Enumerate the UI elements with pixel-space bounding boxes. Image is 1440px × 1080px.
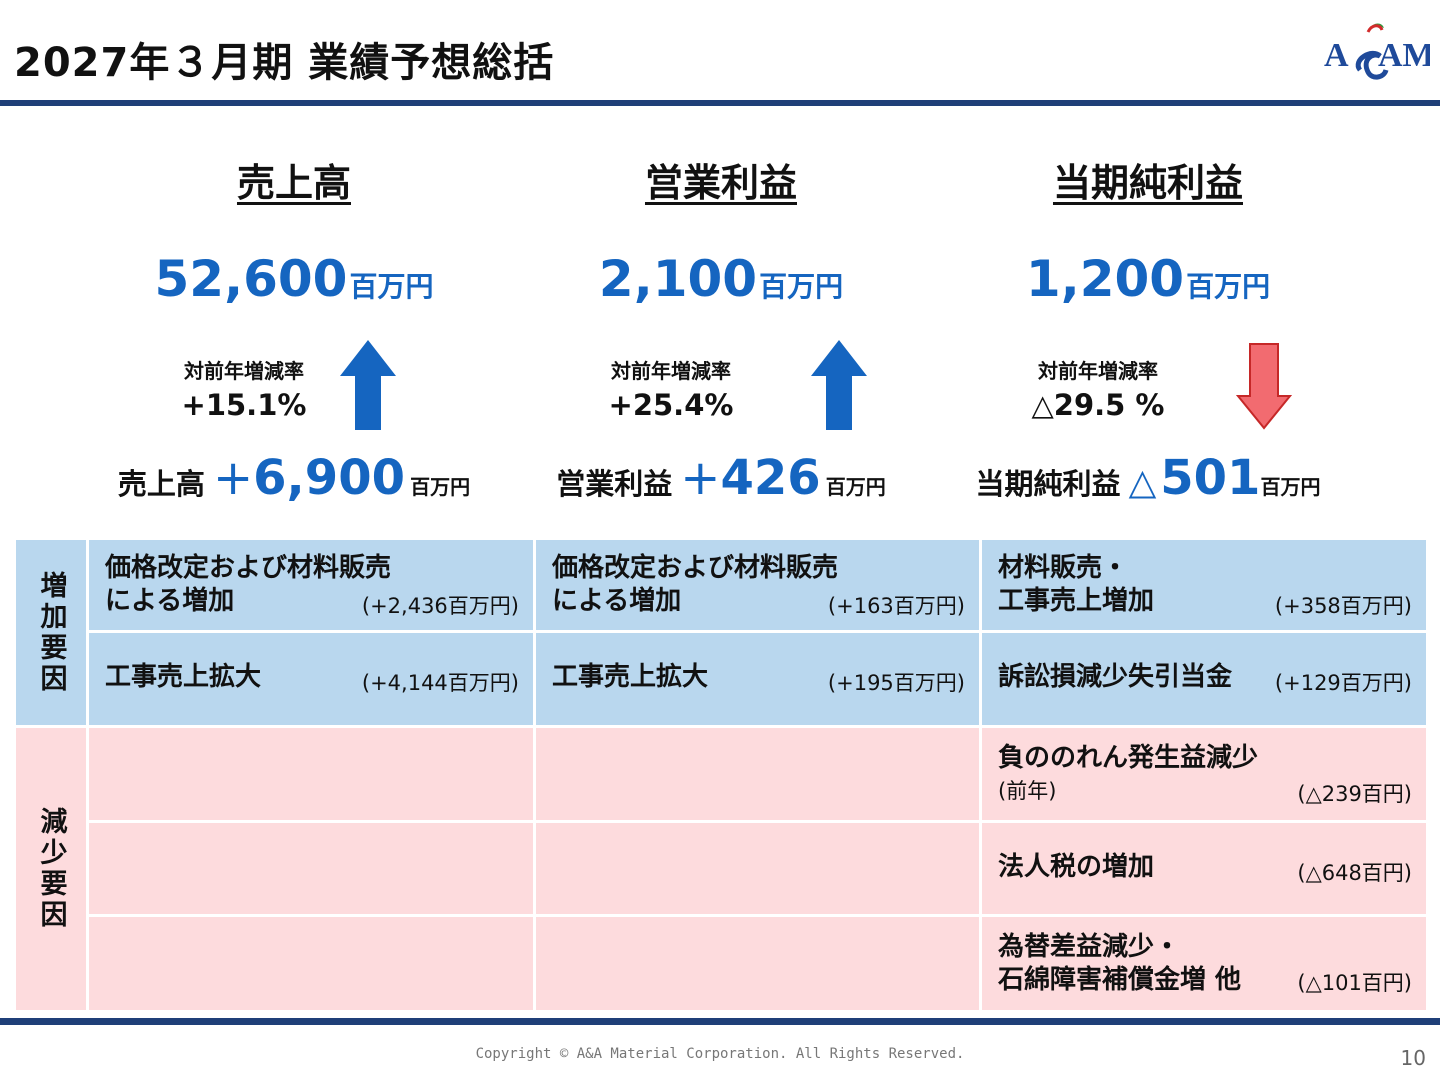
delta-sign: +: [212, 450, 254, 506]
delta-sign: △: [1128, 462, 1157, 503]
factor-text: 負ののれん発生益減少: [998, 743, 1259, 773]
delta-value: 501: [1160, 450, 1261, 506]
table-cell: 為替差益減少・ 石綿障害補償金増 他 (△101百円): [982, 917, 1426, 1010]
value-number: 1,200: [1025, 250, 1185, 308]
factor-text: 法人税の増加: [998, 852, 1155, 882]
svg-text:A: A: [1324, 37, 1349, 74]
table-cell: 材料販売・ 工事売上増加 (+358百万円): [982, 540, 1426, 630]
factor-text: による増加: [552, 586, 682, 616]
value-unit: 百万円: [759, 270, 844, 303]
page-number: 10: [1400, 1046, 1426, 1070]
delta-unit: 百万円: [825, 475, 886, 499]
factor-amount: (△239百円): [1297, 782, 1412, 806]
svg-text:AM: AM: [1378, 37, 1430, 74]
factor-text: による増加: [105, 586, 235, 616]
summary-column-net-income: 当期純利益 1,200百万円 対前年増減率 △29.5 % 当期純利益 △501百…: [938, 150, 1358, 506]
rate-label: 対前年増減率: [184, 359, 304, 383]
factor-text: (前年): [998, 779, 1057, 803]
up-arrow-icon: [811, 340, 867, 430]
delta-value: 426: [720, 450, 821, 506]
table-cell: 工事売上拡大 (+195百万円): [536, 633, 979, 725]
footer-divider: [0, 1018, 1440, 1025]
table-cell: 訴訟損減少失引当金 (+129百万円): [982, 633, 1426, 725]
delta-row: 当期純利益 △501百万円: [878, 450, 1418, 506]
rate-label: 対前年増減率: [611, 359, 731, 383]
header-divider: [0, 100, 1440, 106]
factor-amount: (△648百円): [1297, 861, 1412, 885]
delta-row: 売上高 +6,900 百万円: [24, 450, 564, 506]
table-cell: 法人税の増加 (△648百円): [982, 823, 1426, 914]
table-cell-empty: [89, 728, 533, 820]
column-heading: 営業利益: [644, 161, 797, 205]
table-cell: 価格改定および材料販売 による増加 (+163百万円): [536, 540, 979, 630]
table-cell-empty: [536, 823, 979, 914]
factor-text: 為替差益減少・: [998, 932, 1181, 962]
column-heading: 売上高: [236, 161, 351, 205]
value-number: 2,100: [598, 250, 758, 308]
rate-value: +25.4%: [608, 388, 734, 422]
factor-text: 工事売上増加: [998, 586, 1155, 616]
table-cell: 工事売上拡大 (+4,144百万円): [89, 633, 533, 725]
forecast-value: 1,200百万円: [938, 250, 1358, 308]
factor-amount: (+129百万円): [1274, 671, 1412, 695]
factor-amount: (+4,144百万円): [361, 671, 519, 695]
factor-text: 訴訟損減少失引当金: [998, 662, 1233, 692]
delta-value: 6,900: [253, 450, 405, 506]
delta-unit: 百万円: [1260, 475, 1321, 499]
decrease-factors-label: 減少要因: [16, 728, 86, 1010]
rate-label: 対前年増減率: [1038, 359, 1158, 383]
factor-amount: (+163百万円): [827, 594, 965, 618]
delta-label: 売上高: [117, 467, 205, 501]
value-unit: 百万円: [1186, 270, 1271, 303]
table-cell: 負ののれん発生益減少 (前年) (△239百円): [982, 728, 1426, 820]
summary-column-operating-profit: 営業利益 2,100百万円 対前年増減率 +25.4% 営業利益 +426 百万円: [511, 150, 931, 506]
company-logo: A AM: [1324, 23, 1430, 80]
rate-value: △29.5 %: [1031, 388, 1165, 422]
delta-label: 当期純利益: [975, 467, 1121, 501]
delta-sign: +: [680, 450, 721, 506]
factor-amount: (+195百万円): [827, 671, 965, 695]
factor-amount: (+358百万円): [1274, 594, 1412, 618]
rate-value: +15.1%: [181, 388, 307, 422]
factor-text: 価格改定および材料販売: [105, 553, 392, 583]
copyright-text: Copyright © A&A Material Corporation. Al…: [475, 1046, 965, 1062]
table-cell: 価格改定および材料販売 による増加 (+2,436百万円): [89, 540, 533, 630]
down-arrow-icon: [1236, 343, 1292, 430]
value-unit: 百万円: [349, 270, 434, 303]
factor-table: 増加要因 価格改定および材料販売 による増加 (+2,436百万円) 価格改定お…: [16, 540, 1426, 1010]
delta-row: 営業利益 +426 百万円: [451, 450, 991, 506]
increase-factors-label: 増加要因: [16, 540, 86, 725]
table-cell-empty: [536, 917, 979, 1010]
delta-label: 営業利益: [556, 467, 673, 501]
value-number: 52,600: [154, 250, 348, 308]
up-arrow-icon: [340, 340, 396, 430]
factor-text: 工事売上拡大: [552, 662, 709, 692]
delta-unit: 百万円: [410, 475, 471, 499]
factor-amount: (△101百円): [1297, 971, 1412, 995]
forecast-value: 2,100百万円: [511, 250, 931, 308]
table-cell-empty: [536, 728, 979, 820]
factor-text: 材料販売・: [998, 553, 1129, 583]
column-heading: 当期純利益: [1052, 161, 1243, 205]
factor-text: 工事売上拡大: [105, 662, 262, 692]
table-cell-empty: [89, 917, 533, 1010]
page-title: 2027年３月期 業績予想総括: [14, 40, 555, 86]
forecast-value: 52,600百万円: [84, 250, 504, 308]
summary-column-sales: 売上高 52,600百万円 対前年増減率 +15.1% 売上高 +6,900 百万…: [84, 150, 504, 506]
table-cell-empty: [89, 823, 533, 914]
factor-text: 価格改定および材料販売: [552, 553, 839, 583]
factor-amount: (+2,436百万円): [361, 594, 519, 618]
factor-text: 石綿障害補償金増 他: [998, 965, 1242, 995]
